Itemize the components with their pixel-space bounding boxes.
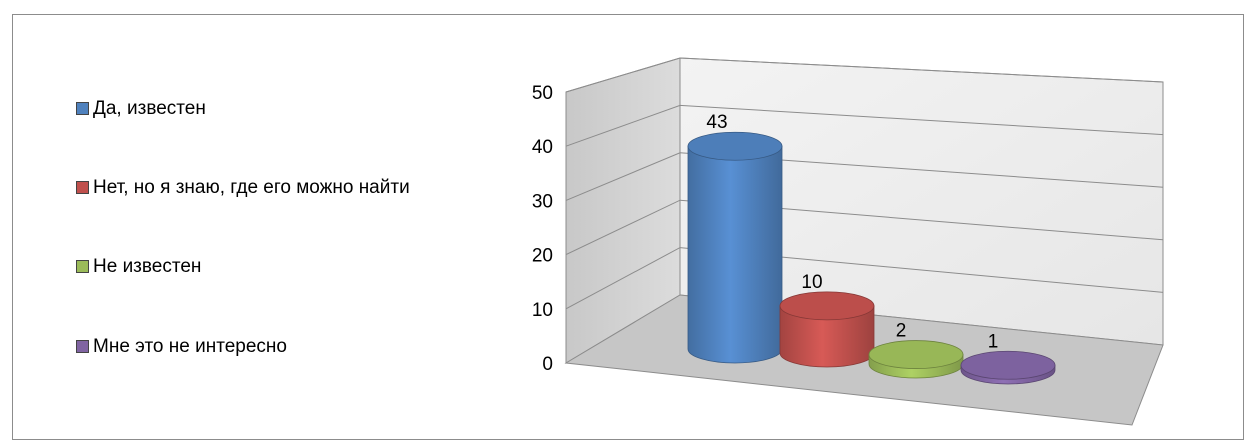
legend-item-1: Да, известен	[76, 96, 206, 122]
y-tick-label: 40	[532, 137, 553, 158]
legend-swatch-purple	[76, 340, 89, 353]
cylinder-bar	[687, 131, 783, 364]
legend-item-2: Нет, но я знаю, где его можно найти	[76, 175, 443, 201]
cylinder-top	[687, 131, 783, 161]
cylinder-top	[779, 291, 875, 321]
y-tick-label: 50	[532, 83, 553, 104]
gridline	[565, 152, 1164, 201]
legend-swatch-blue	[76, 102, 89, 115]
y-tick-label: 0	[542, 354, 553, 375]
chart-bars	[687, 131, 1056, 385]
legend-label: Мне это не интересно	[93, 336, 287, 357]
legend-label: Не известен	[93, 256, 202, 277]
gridline	[565, 57, 1164, 93]
legend-label: Да, известен	[93, 98, 206, 119]
legend-item-3: Не известен	[76, 254, 201, 280]
legend-label: Нет, но я знаю, где его можно найти	[93, 177, 410, 198]
data-label: 2	[896, 321, 907, 342]
y-axis-ticks: 0 10 20 30 40 50	[532, 83, 553, 375]
legend-item-4: Мне это не интересно	[76, 334, 287, 360]
gridline	[565, 104, 1164, 147]
legend-swatch-green	[76, 260, 89, 273]
cylinder-body	[687, 145, 783, 364]
gridline	[565, 247, 1164, 310]
chart-walls	[564, 57, 1164, 426]
chart-gridlines	[565, 57, 1164, 310]
data-label: 43	[706, 112, 727, 133]
cylinder-bar	[779, 291, 875, 368]
cylinder-bar	[960, 350, 1056, 385]
cylinder-top	[868, 340, 964, 369]
data-label: 1	[988, 331, 999, 352]
gridline	[565, 199, 1164, 256]
cylinder-bar	[868, 340, 964, 379]
data-label: 10	[801, 272, 822, 293]
y-tick-label: 10	[532, 300, 553, 321]
legend-swatch-red	[76, 181, 89, 194]
chart-data-labels: 43 10 2 1	[706, 112, 998, 352]
y-tick-label: 30	[532, 191, 553, 212]
cylinder-top	[960, 350, 1056, 380]
y-tick-label: 20	[532, 246, 553, 267]
